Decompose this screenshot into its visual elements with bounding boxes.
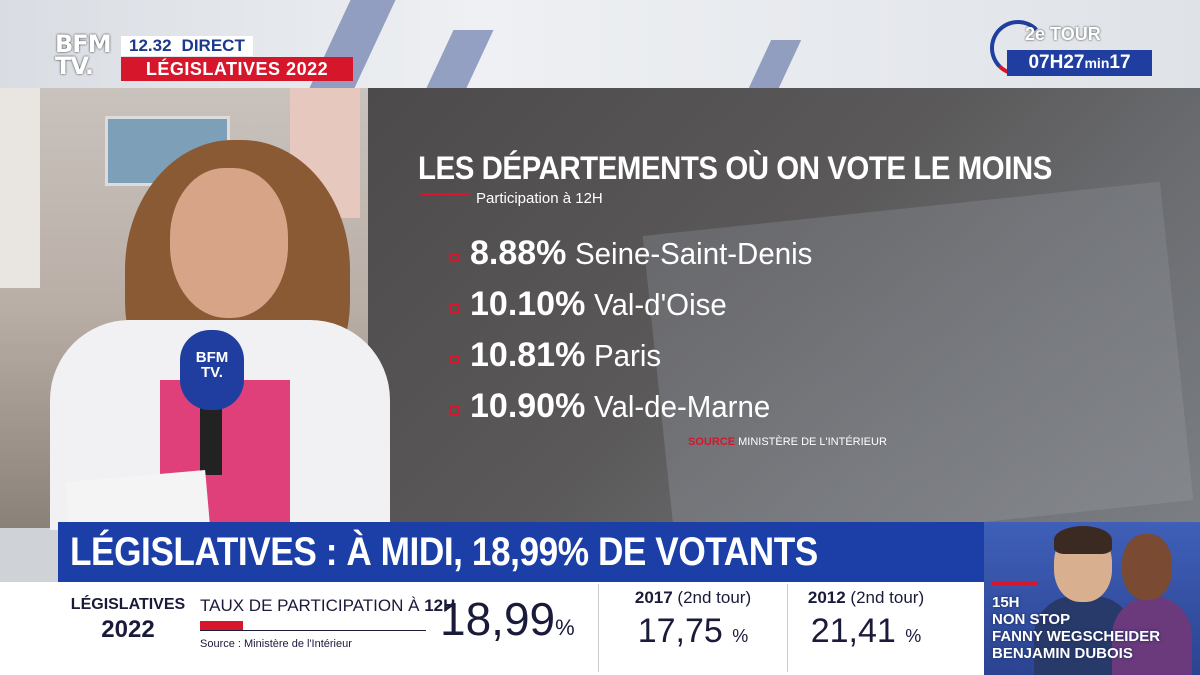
election-label-line1: LÉGISLATIVES xyxy=(70,596,186,613)
logo-line-2: TV. xyxy=(55,52,94,80)
department-pct: 10.90% xyxy=(470,387,586,425)
participation-value: 18,99% xyxy=(440,592,575,646)
promo-rule xyxy=(992,582,1038,585)
comparison-value: 21,41 % xyxy=(791,612,941,651)
comparison-year: 2017 xyxy=(634,588,673,607)
live-label: DIRECT xyxy=(181,36,245,55)
graphic-title: LES DÉPARTEMENTS OÙ ON VOTE LE MOINS xyxy=(418,150,1052,186)
countdown-widget: 2e TOUR 07H27min17 xyxy=(990,18,1165,80)
countdown-seconds: 17 xyxy=(1109,52,1131,73)
promo-box: 15H NON STOP FANNY WEGSCHEIDER BENJAMIN … xyxy=(984,522,1200,675)
promo-host-2: BENJAMIN DUBOIS xyxy=(992,645,1133,662)
comparison-round: (2nd tour) xyxy=(677,588,752,607)
clock-time: 12.32 xyxy=(129,36,172,55)
participation-hour: 12H xyxy=(424,596,456,615)
department-name: Val-d'Oise xyxy=(594,286,728,322)
comparison-unit: % xyxy=(905,626,922,646)
department-item: 10.90% Val-de-Marne xyxy=(450,381,825,432)
department-name: Val-de-Marne xyxy=(594,388,771,424)
countdown-hours: 07H27 xyxy=(1028,52,1085,73)
bullet-square-icon xyxy=(450,304,459,313)
comparison-value: 17,75 % xyxy=(618,612,768,651)
strip-source: Source : Ministère de l'Intérieur xyxy=(200,638,352,650)
bullet-square-icon xyxy=(450,406,459,415)
comparison-2017: 2017 (2nd tour) 17,75 % xyxy=(618,588,768,651)
department-pct: 10.10% xyxy=(470,285,586,323)
strip-divider xyxy=(598,584,599,672)
comparison-2012: 2012 (2nd tour) 21,41 % xyxy=(791,588,941,651)
comparison-heading: 2012 (2nd tour) xyxy=(791,588,941,608)
microphone: BFM TV. xyxy=(180,330,244,410)
participation-bar-track xyxy=(200,621,426,631)
bullet-square-icon xyxy=(450,355,459,364)
source-label: SOURCE xyxy=(688,436,736,448)
round-label: 2e TOUR xyxy=(1025,24,1101,44)
department-item: 8.88% Seine-Saint-Denis xyxy=(450,228,825,279)
election-label: LÉGISLATIVES 2022 xyxy=(68,596,188,644)
graphic-subtitle: Participation à 12H xyxy=(476,190,603,207)
promo-text: 15H NON STOP FANNY WEGSCHEIDER BENJAMIN … xyxy=(992,594,1160,662)
election-label-year: 2022 xyxy=(101,616,155,643)
participation-pct-sign: % xyxy=(555,615,575,640)
source-text: MINISTÈRE DE L'INTÉRIEUR xyxy=(738,436,887,448)
department-name: Seine-Saint-Denis xyxy=(575,235,813,271)
participation-label-text: TAUX DE PARTICIPATION À xyxy=(200,596,420,615)
promo-host-1: FANNY WEGSCHEIDER xyxy=(992,628,1161,645)
comparison-unit: % xyxy=(732,626,749,646)
presenter: BFM TV. xyxy=(20,130,390,542)
host-photo xyxy=(1122,534,1172,600)
comparison-round: (2nd tour) xyxy=(850,588,925,607)
department-list: 8.88% Seine-Saint-Denis 10.10% Val-d'Ois… xyxy=(450,228,825,432)
channel-logo: BFM TV. xyxy=(55,30,115,83)
comparison-heading: 2017 (2nd tour) xyxy=(618,588,768,608)
department-item: 10.81% Paris xyxy=(450,330,825,381)
comparison-number: 21,41 xyxy=(810,612,896,650)
promo-show: NON STOP xyxy=(992,611,1071,628)
countdown-timer: 07H27min17 xyxy=(1007,50,1152,76)
bullet-square-icon xyxy=(450,253,459,262)
graphic-panel-background xyxy=(368,88,1200,555)
department-name: Paris xyxy=(594,337,662,373)
participation-number: 18,99 xyxy=(440,593,556,645)
strip-divider xyxy=(787,584,788,672)
time-live-box: 12.32 DIRECT xyxy=(121,36,253,56)
title-rule xyxy=(420,193,470,195)
headline-text: LÉGISLATIVES : À MIDI, 18,99% DE VOTANTS xyxy=(70,530,818,574)
department-pct: 8.88% xyxy=(470,234,567,272)
countdown-min-label: min xyxy=(1084,55,1110,71)
graphic-source: SOURCE MINISTÈRE DE L'INTÉRIEUR xyxy=(688,436,887,448)
comparison-number: 17,75 xyxy=(637,612,723,650)
promo-time: 15H xyxy=(992,594,1020,611)
headline-banner: LÉGISLATIVES : À MIDI, 18,99% DE VOTANTS xyxy=(58,522,984,582)
participation-bar-fill xyxy=(200,621,243,630)
comparison-year: 2012 xyxy=(807,588,846,607)
department-item: 10.10% Val-d'Oise xyxy=(450,279,825,330)
data-strip xyxy=(0,582,984,675)
department-pct: 10.81% xyxy=(470,336,586,374)
participation-label: TAUX DE PARTICIPATION À 12H xyxy=(200,596,455,616)
program-tag: LÉGISLATIVES 2022 xyxy=(121,57,353,81)
logo-line-1: BFM xyxy=(55,30,112,58)
